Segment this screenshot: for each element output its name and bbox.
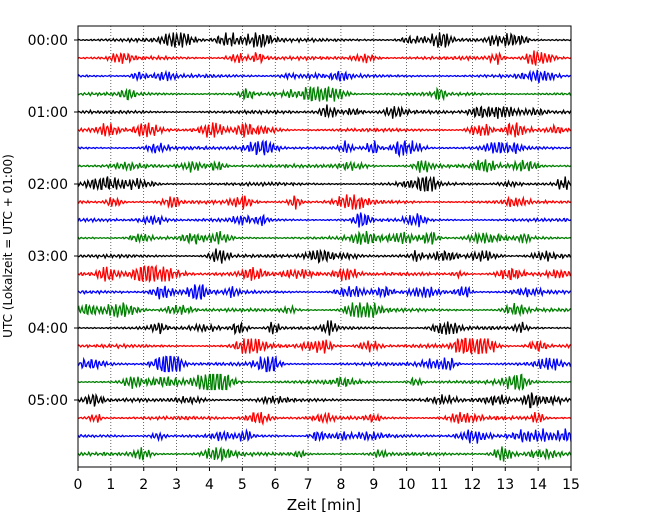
trace-line	[77, 302, 572, 318]
trace-line	[77, 337, 572, 356]
trace-line	[77, 264, 572, 284]
x-tick-label: 1	[106, 477, 115, 493]
y-tick-label: 03:00	[28, 249, 68, 265]
trace-line	[77, 86, 572, 102]
trace-line	[77, 446, 572, 463]
x-tick-label: 15	[562, 477, 580, 493]
plot-frame	[77, 25, 572, 468]
x-tick-label: 2	[139, 477, 148, 493]
y-tick-label: 05:00	[28, 393, 68, 409]
x-tick-label: 9	[369, 477, 378, 493]
trace-line	[77, 248, 572, 265]
x-tick-label: 12	[463, 477, 481, 493]
y-axis-label: UTC (Lokalzeit = UTC + 01:00)	[1, 154, 15, 338]
trace-line	[77, 373, 572, 392]
trace-line	[77, 320, 572, 336]
trace-line	[77, 428, 572, 444]
x-axis-label: Zeit [min]	[287, 496, 361, 514]
x-tick-label: 7	[304, 477, 313, 493]
x-tick-label: 11	[431, 477, 449, 493]
y-tick-label: 00:00	[28, 33, 68, 49]
trace-line	[77, 32, 572, 48]
trace-line	[77, 104, 572, 119]
x-tick-label: 14	[529, 477, 547, 493]
trace-line	[77, 121, 572, 138]
trace-line	[77, 411, 572, 427]
trace-line	[77, 355, 572, 373]
trace-line	[77, 159, 572, 173]
trace-line	[77, 69, 572, 84]
y-axis: 00:00 01:00 02:00 03:00 04:00 05:00	[28, 33, 78, 409]
x-tick-label: 0	[74, 477, 83, 493]
x-tick-label: 4	[205, 477, 214, 493]
seismic-traces	[77, 32, 572, 463]
y-tick-label: 01:00	[28, 105, 68, 121]
trace-line	[77, 194, 572, 210]
x-tick-label: 8	[336, 477, 345, 493]
trace-line	[77, 139, 572, 158]
x-tick-label: 13	[496, 477, 514, 493]
y-tick-label: 04:00	[28, 321, 68, 337]
x-axis: 0 1 2 3 4 5 6 7 8 9 10 11 12 13 14 15	[74, 467, 580, 493]
y-tick-label: 02:00	[28, 177, 68, 193]
trace-line	[77, 175, 572, 192]
x-tick-label: 5	[238, 477, 247, 493]
trace-line	[77, 392, 572, 409]
trace-line	[77, 283, 572, 300]
trace-line	[77, 230, 572, 245]
trace-line	[77, 212, 572, 228]
x-tick-label: 6	[271, 477, 280, 493]
x-tick-label: 10	[398, 477, 416, 493]
trace-line	[77, 50, 572, 66]
x-tick-label: 3	[172, 477, 181, 493]
